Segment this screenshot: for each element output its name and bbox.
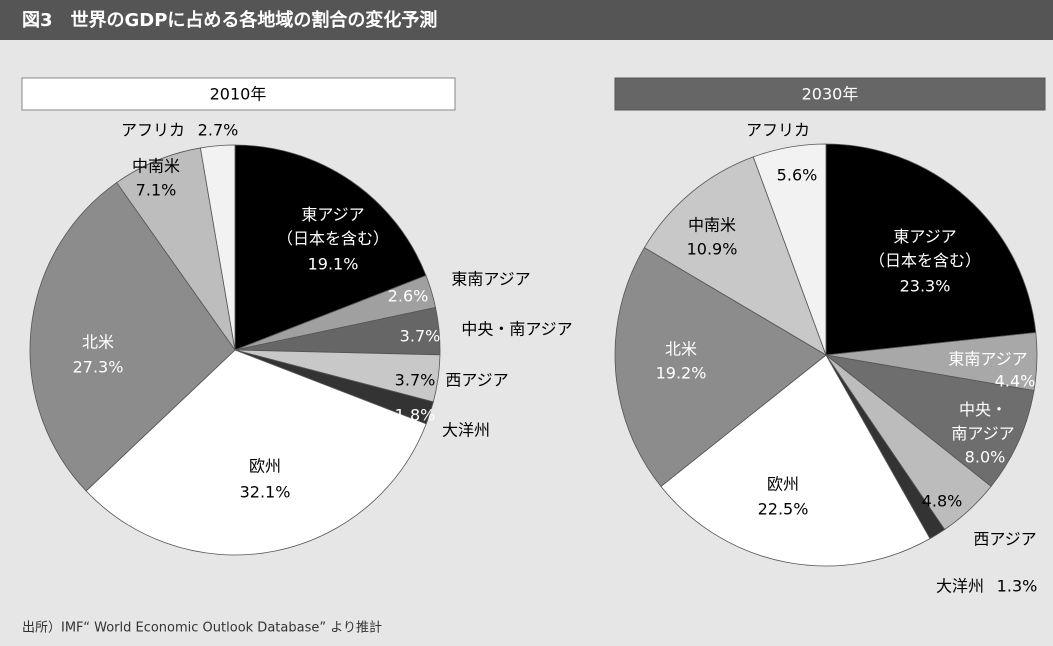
pie-slice — [660, 354, 931, 567]
pie-title: 2010年 — [210, 85, 267, 104]
category-label: 中南米 — [132, 157, 180, 176]
value-label: 4.4% — [995, 372, 1036, 391]
pie-slice — [29, 182, 236, 492]
category-label: 西アジア — [445, 371, 508, 390]
value-label: 19.2% — [656, 364, 707, 383]
category-label: 北米 — [665, 340, 697, 359]
category-label: 欧州 — [767, 475, 799, 494]
value-label: 3.7% — [395, 371, 436, 390]
pie-slice — [825, 354, 1035, 487]
value-label: 1.8% — [395, 406, 436, 425]
value-label: 19.1% — [308, 255, 359, 274]
pie-slice — [825, 143, 1037, 356]
category-label: アフリカ — [121, 121, 185, 140]
value-label: 10.9% — [687, 240, 738, 259]
category-label: 東アジア（日本を含む） — [869, 227, 981, 270]
value-label: 32.1% — [240, 483, 291, 502]
value-label: 27.3% — [73, 358, 124, 377]
category-label: 北米 — [82, 333, 114, 352]
value-label: 1.3% — [997, 577, 1038, 596]
category-label: 東南アジア — [948, 350, 1027, 369]
category-label: 中央・南アジア — [461, 320, 572, 339]
value-label: 7.1% — [136, 181, 177, 200]
value-label: 5.6% — [777, 166, 818, 185]
value-label: 22.5% — [758, 500, 809, 519]
category-label: 欧州 — [249, 457, 281, 476]
category-label: 大洋州 — [442, 421, 490, 440]
pie-title-box — [614, 77, 1046, 111]
pie-slice — [199, 144, 236, 351]
value-label: 2.6% — [388, 287, 429, 306]
pie-slice — [85, 349, 427, 556]
category-label: 中央・南アジア — [951, 400, 1014, 443]
value-label: 4.8% — [922, 492, 963, 511]
pie-slice — [614, 247, 827, 487]
header-bar — [0, 0, 1053, 40]
category-label: 西アジア — [973, 530, 1036, 549]
pie-title-box — [21, 77, 456, 111]
pie-slice — [643, 156, 827, 356]
pie-slice — [234, 144, 427, 351]
value-label: 8.0% — [965, 448, 1006, 467]
pie-slice — [752, 143, 827, 356]
category-label: 大洋州 — [936, 577, 984, 596]
source-note: 出所）IMF“ World Economic Outlook Database”… — [22, 620, 382, 636]
category-label: 東アジア（日本を含む） — [277, 205, 389, 248]
value-label: 23.3% — [900, 277, 951, 296]
category-label: アフリカ — [746, 121, 810, 140]
value-label: 3.7% — [400, 327, 441, 346]
value-label: 2.7% — [198, 121, 239, 140]
header-title: 図3 世界のGDPに占める各地域の割合の変化予測 — [22, 9, 437, 31]
pie-title: 2030年 — [802, 85, 859, 104]
category-label: 中南米 — [688, 216, 736, 235]
category-label: 東南アジア — [451, 270, 530, 289]
